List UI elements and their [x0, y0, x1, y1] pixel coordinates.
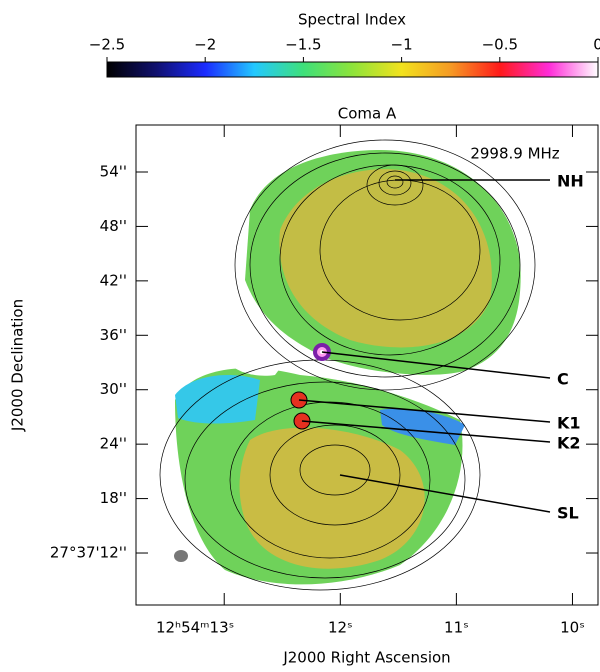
annotation: SL	[557, 504, 579, 523]
y-tick-label: 48''	[100, 217, 127, 235]
y-tick-label: 36''	[100, 326, 127, 344]
annotation: NH	[557, 172, 584, 191]
plot-frame	[135, 124, 599, 606]
annotation: K2	[557, 434, 581, 453]
radio-map	[159, 139, 536, 591]
annotation-lines	[298, 179, 551, 513]
x-tick-label: 12ʰ54ᵐ13ˢ	[156, 619, 234, 637]
annotation: K1	[557, 414, 581, 433]
y-axis-label: J2000 Declination	[9, 299, 27, 432]
colorbar-tick-label: −2.5	[89, 36, 125, 54]
annotation: C	[557, 370, 569, 389]
x-axis-label: J2000 Right Ascension	[282, 649, 450, 667]
colorbar	[106, 61, 599, 78]
colorbar-tick-label: −1	[391, 36, 413, 54]
y-tick-label: 24''	[100, 435, 127, 453]
x-tick-label: 12ˢ	[328, 619, 353, 637]
y-tick-label: 18''	[100, 489, 127, 507]
x-tick-label: 11ˢ	[444, 619, 469, 637]
colorbar-tick-label: 0	[593, 36, 600, 54]
y-tick-label: 54''	[100, 162, 127, 180]
y-tick-label: 30''	[100, 380, 127, 398]
colorbar-tick-label: −1.5	[285, 36, 321, 54]
y-tick-label: 27°37'12''	[50, 544, 127, 562]
colorbar-tick-label: −2	[194, 36, 216, 54]
colorbar-label: Spectral Index	[298, 11, 406, 29]
plot-title: Coma A	[338, 105, 397, 123]
x-tick-label: 10ˢ	[560, 619, 585, 637]
colorbar-tick-label: −0.5	[482, 36, 518, 54]
y-tick-label: 42''	[100, 271, 127, 289]
frequency-label: 2998.9 MHz	[470, 145, 559, 163]
